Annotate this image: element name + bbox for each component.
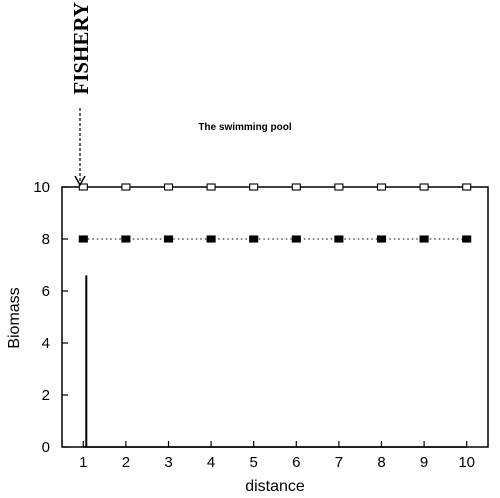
x-axis-ticks: 1 2 3 4 5 6 7 8 9 10 — [79, 441, 475, 471]
series-1-point — [249, 183, 259, 191]
y-tick-label: 10 — [33, 179, 50, 196]
y-tick-label: 0 — [42, 439, 50, 456]
series-1-point — [163, 183, 174, 191]
series-2-point — [419, 235, 429, 243]
x-tick-label: 3 — [164, 454, 172, 471]
series-2-point — [249, 235, 259, 243]
x-tick-label: 9 — [420, 454, 428, 471]
fishery-annotation: FISHERY — [69, 2, 93, 95]
x-axis-label: distance — [245, 478, 305, 495]
series-1-point — [376, 183, 387, 191]
y-tick-label: 4 — [42, 335, 50, 352]
x-tick-label: 6 — [292, 454, 300, 471]
series-2-point — [78, 235, 88, 243]
x-tick-label: 2 — [122, 454, 130, 471]
series-1-point — [419, 183, 429, 191]
x-tick-label: 4 — [207, 454, 215, 471]
series-2-point — [121, 235, 131, 243]
series-1-point — [462, 183, 472, 191]
series-1-point — [78, 183, 88, 191]
x-tick-label: 5 — [250, 454, 258, 471]
series-1-point — [334, 183, 344, 191]
series-1-point — [206, 183, 216, 191]
series-2-point — [163, 235, 174, 243]
y-tick-label: 6 — [42, 283, 50, 300]
x-tick-label: 8 — [377, 454, 385, 471]
series-1-point — [121, 183, 131, 191]
y-tick-label: 2 — [42, 387, 50, 404]
series-2-point — [462, 235, 472, 243]
x-tick-label: 1 — [79, 454, 87, 471]
fishery-arrow-head-icon — [74, 175, 86, 187]
plot-frame — [61, 186, 489, 448]
series-2-point — [291, 235, 301, 243]
y-axis-ticks: 0 2 4 6 8 10 — [33, 179, 68, 456]
y-axis-label: Biomass — [6, 287, 23, 348]
x-tick-label: 7 — [335, 454, 343, 471]
series-1-point — [291, 183, 301, 191]
marks — [78, 183, 472, 448]
series-2-point — [206, 235, 216, 243]
y-tick-label: 8 — [42, 231, 50, 248]
series-2-point — [376, 235, 387, 243]
x-tick-label: 10 — [458, 454, 475, 471]
series-2-point — [334, 235, 344, 243]
chart-title: The swimming pool — [198, 122, 292, 133]
